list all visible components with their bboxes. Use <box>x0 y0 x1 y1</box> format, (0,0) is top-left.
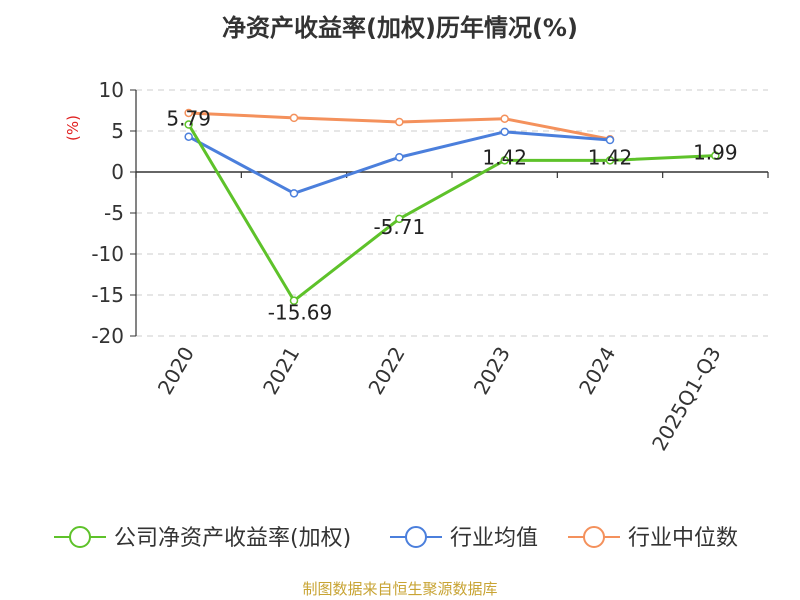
data-point <box>605 135 615 145</box>
data-point <box>395 214 404 224</box>
x-tick-label: 2023 <box>469 342 515 398</box>
series-line <box>187 123 716 303</box>
x-tick-label: 2025Q1-Q3 <box>647 343 726 455</box>
legend-item: 行业中位数 <box>568 526 738 551</box>
data-point <box>289 113 299 123</box>
legend-label: 行业均值 <box>450 526 538 551</box>
data-labels: 5.79 -15.69 -5.71 1.42 1.42 1.99 <box>166 107 737 325</box>
data-label: 1.99 <box>693 141 738 165</box>
x-tick-label: 2022 <box>363 343 409 399</box>
data-point <box>289 189 299 198</box>
data-label: 1.42 <box>588 145 633 169</box>
series-lines <box>184 108 720 305</box>
data-point <box>605 156 615 165</box>
data-point <box>711 151 720 160</box>
legend-marker-icon <box>69 526 91 548</box>
x-tick-labels: 2020 2021 2022 2023 2024 2025Q1-Q3 <box>153 342 726 454</box>
y-tick-label: -10 <box>91 242 124 266</box>
x-tick-label: 2024 <box>574 343 620 399</box>
y-tick-label: 0 <box>111 160 124 184</box>
legend-item: 行业均值 <box>390 526 538 551</box>
y-tick-label: -15 <box>91 283 124 307</box>
legend-marker-icon <box>405 526 427 548</box>
y-axis-label: (%) <box>64 115 82 141</box>
y-tick-label: -5 <box>104 201 124 225</box>
data-label: -5.71 <box>373 215 425 239</box>
data-point <box>395 152 404 162</box>
data-point <box>500 127 509 137</box>
axes <box>135 90 769 336</box>
legend-item: 公司净资产收益率(加权) <box>54 526 351 551</box>
data-label: 1.42 <box>482 145 527 169</box>
data-point <box>289 296 299 305</box>
legend-label: 公司净资产收益率(加权) <box>114 526 351 551</box>
chart-title: 净资产收益率(加权)历年情况(%) <box>222 14 578 42</box>
data-point <box>395 117 404 127</box>
data-point <box>184 108 193 118</box>
data-point <box>500 114 509 123</box>
source-note: 制图数据来自恒生聚源数据库 <box>302 580 498 598</box>
x-tick-label: 2020 <box>153 343 199 399</box>
data-label: -15.69 <box>268 301 332 325</box>
legend: 公司净资产收益率(加权) 行业均值 行业中位数 <box>54 526 738 551</box>
data-point <box>184 132 193 141</box>
y-tick-label: -20 <box>91 324 124 348</box>
series-line <box>187 130 611 195</box>
grid-lines <box>130 89 768 337</box>
y-tick-label: 5 <box>111 119 124 143</box>
data-label: 5.79 <box>166 107 211 131</box>
y-tick-labels: 10 5 0 -5 -10 -15 -20 <box>91 78 124 348</box>
data-point <box>500 156 509 165</box>
y-tick-label: 10 <box>99 78 124 102</box>
legend-marker-icon <box>583 526 605 548</box>
x-tick-label: 2021 <box>258 343 304 399</box>
data-point <box>184 120 193 129</box>
legend-label: 行业中位数 <box>628 526 738 551</box>
